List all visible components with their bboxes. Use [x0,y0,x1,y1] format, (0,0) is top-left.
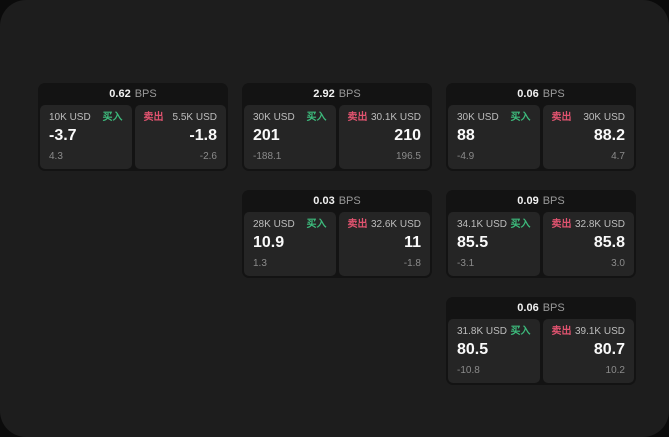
sell-value: -1.8 [189,127,217,144]
sell-panel[interactable]: 卖出 32.8K USD 85.8 3.0 [542,212,634,276]
buy-panel[interactable]: 10K USD 买入 -3.7 4.3 [40,105,132,169]
buy-sub-value: -4.9 [457,151,475,162]
bps-unit-label: BPS [542,195,565,207]
sell-panel[interactable]: 卖出 5.5K USD -1.8 -2.6 [134,105,226,169]
sell-value: 11 [404,234,421,251]
buy-panel[interactable]: 30K USD 买入 88 -4.9 [448,105,540,169]
quote-card: 0.06 BPS 30K USD 买入 88 -4.9 卖出 30K USD [446,83,636,171]
sell-amount: 32.8K USD [574,219,625,230]
card-body: 10K USD 买入 -3.7 4.3 卖出 5.5K USD -1.8 -2.… [40,105,226,169]
sell-amount: 39.1K USD [574,326,625,337]
bps-value: 0.09 [517,195,539,207]
sell-sub-value: -1.8 [403,258,421,269]
sell-value: 85.8 [593,234,625,251]
sell-side-label: 卖出 [551,219,572,230]
bps-value: 0.06 [517,88,539,100]
sell-sub-value: 4.7 [611,151,625,162]
bps-unit-label: BPS [542,302,565,314]
buy-panel[interactable]: 30K USD 买入 201 -188.1 [244,105,336,169]
card-header: 2.92 BPS [244,83,430,105]
buy-amount: 34.1K USD [457,219,508,230]
card-header: 0.06 BPS [448,83,634,105]
buy-value: 88 [457,127,475,144]
sell-amount: 5.5K USD [172,112,217,123]
buy-side-label: 买入 [102,112,123,123]
sell-amount: 30K USD [583,112,625,123]
buy-side-label: 买入 [510,112,531,123]
bps-value: 2.92 [313,88,335,100]
quotes-grid: 0.62 BPS 10K USD 买入 -3.7 4.3 卖出 5.5K USD [38,83,636,385]
buy-panel[interactable]: 34.1K USD 买入 85.5 -3.1 [448,212,540,276]
buy-sub-value: -3.1 [457,258,475,269]
sell-amount: 30.1K USD [370,112,421,123]
buy-amount: 30K USD [253,112,295,123]
sell-side-label: 卖出 [347,112,368,123]
buy-panel[interactable]: 28K USD 买入 10.9 1.3 [244,212,336,276]
sell-value: 88.2 [593,127,625,144]
sell-sub-value: -2.6 [199,151,217,162]
bps-unit-label: BPS [338,195,361,207]
buy-value: 201 [253,127,280,144]
sell-value: 210 [394,127,421,144]
buy-sub-value: 4.3 [49,151,63,162]
buy-amount: 10K USD [49,112,91,123]
sell-panel[interactable]: 卖出 32.6K USD 11 -1.8 [338,212,430,276]
buy-value: -3.7 [49,127,77,144]
sell-sub-value: 3.0 [611,258,625,269]
card-body: 28K USD 买入 10.9 1.3 卖出 32.6K USD 11 -1.8 [244,212,430,276]
card-header: 0.06 BPS [448,297,634,319]
buy-amount: 30K USD [457,112,499,123]
sell-amount: 32.6K USD [370,219,421,230]
quote-card: 0.06 BPS 31.8K USD 买入 80.5 -10.8 卖出 39.1… [446,297,636,385]
quote-card: 0.62 BPS 10K USD 买入 -3.7 4.3 卖出 5.5K USD [38,83,228,171]
sell-sub-value: 196.5 [395,151,421,162]
buy-value: 80.5 [457,341,489,358]
bps-unit-label: BPS [542,88,565,100]
buy-amount: 28K USD [253,219,295,230]
buy-sub-value: -188.1 [253,151,282,162]
bps-value: 0.06 [517,302,539,314]
sell-panel[interactable]: 卖出 30K USD 88.2 4.7 [542,105,634,169]
buy-sub-value: 1.3 [253,258,267,269]
sell-sub-value: 10.2 [605,365,625,376]
quote-card: 0.03 BPS 28K USD 买入 10.9 1.3 卖出 32.6K US… [242,190,432,278]
bps-unit-label: BPS [338,88,361,100]
bps-value: 0.62 [109,88,131,100]
card-body: 34.1K USD 买入 85.5 -3.1 卖出 32.8K USD 85.8… [448,212,634,276]
quote-card: 0.09 BPS 34.1K USD 买入 85.5 -3.1 卖出 32.8K… [446,190,636,278]
buy-side-label: 买入 [306,112,327,123]
buy-side-label: 买入 [306,219,327,230]
bps-unit-label: BPS [134,88,157,100]
bps-value: 0.03 [313,195,335,207]
buy-sub-value: -10.8 [457,365,480,376]
buy-amount: 31.8K USD [457,326,508,337]
buy-value: 10.9 [253,234,285,251]
card-header: 0.62 BPS [40,83,226,105]
sell-side-label: 卖出 [551,326,572,337]
buy-panel[interactable]: 31.8K USD 买入 80.5 -10.8 [448,319,540,383]
sell-panel[interactable]: 卖出 30.1K USD 210 196.5 [338,105,430,169]
sell-side-label: 卖出 [551,112,572,123]
sell-side-label: 卖出 [143,112,164,123]
card-header: 0.03 BPS [244,190,430,212]
buy-side-label: 买入 [510,326,531,337]
buy-side-label: 买入 [510,219,531,230]
quote-card: 2.92 BPS 30K USD 买入 201 -188.1 卖出 30.1K … [242,83,432,171]
card-body: 30K USD 买入 201 -188.1 卖出 30.1K USD 210 1… [244,105,430,169]
card-body: 31.8K USD 买入 80.5 -10.8 卖出 39.1K USD 80.… [448,319,634,383]
sell-panel[interactable]: 卖出 39.1K USD 80.7 10.2 [542,319,634,383]
card-header: 0.09 BPS [448,190,634,212]
buy-value: 85.5 [457,234,489,251]
sell-value: 80.7 [593,341,625,358]
sell-side-label: 卖出 [347,219,368,230]
card-body: 30K USD 买入 88 -4.9 卖出 30K USD 88.2 4.7 [448,105,634,169]
